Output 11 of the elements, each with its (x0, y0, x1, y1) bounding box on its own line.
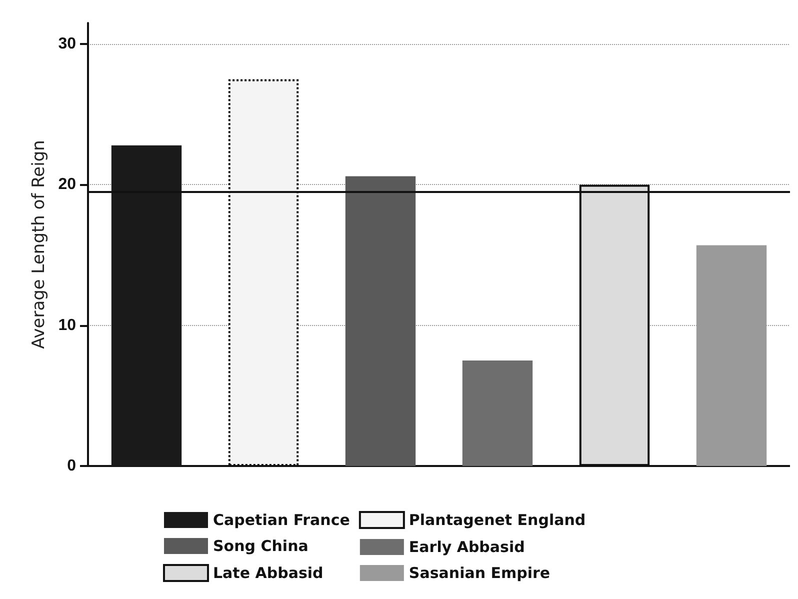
legend-label: Sasanian Empire (408, 564, 550, 582)
y-tick-label: 0 (67, 458, 76, 474)
legend-label: Plantagenet England (408, 511, 586, 529)
y-tick-label: 20 (58, 176, 76, 194)
y-tick-label: 30 (58, 36, 76, 53)
y-axis-title: Average Length of Reign (28, 140, 49, 349)
legend-label: Early Abbasid (408, 538, 525, 556)
y-tick-label: 10 (58, 316, 76, 334)
legend-label: Song China (213, 537, 308, 555)
legend-label: Capetian France (213, 511, 350, 529)
legend-label: Late Abbasid (213, 564, 324, 582)
